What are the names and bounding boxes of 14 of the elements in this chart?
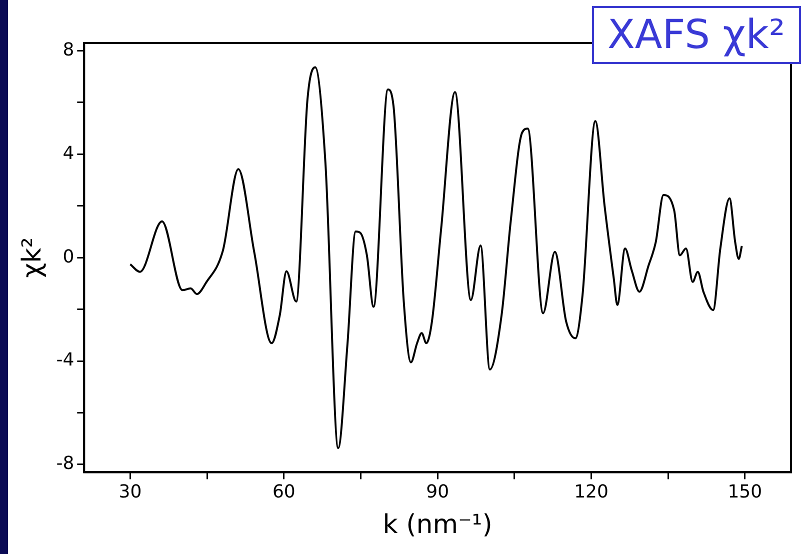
x-tick-label: 60 bbox=[272, 482, 296, 503]
x-tick-label: 150 bbox=[728, 482, 762, 503]
y-axis-title: χk² bbox=[17, 237, 48, 278]
x-tick-label: 120 bbox=[574, 482, 608, 503]
y-tick-label: -4 bbox=[56, 350, 74, 371]
line-series bbox=[129, 66, 743, 450]
x-axis-title: k (nm⁻¹) bbox=[382, 510, 492, 540]
y-tick-label: 4 bbox=[62, 142, 74, 164]
x-tick-label: 90 bbox=[426, 482, 450, 503]
x-tick-label: 30 bbox=[118, 482, 142, 503]
y-tick-label: 0 bbox=[62, 246, 74, 268]
chart-title: XAFS χk² bbox=[592, 6, 801, 64]
y-tick-label: -8 bbox=[56, 453, 74, 474]
y-tick-label: 8 bbox=[62, 39, 74, 60]
